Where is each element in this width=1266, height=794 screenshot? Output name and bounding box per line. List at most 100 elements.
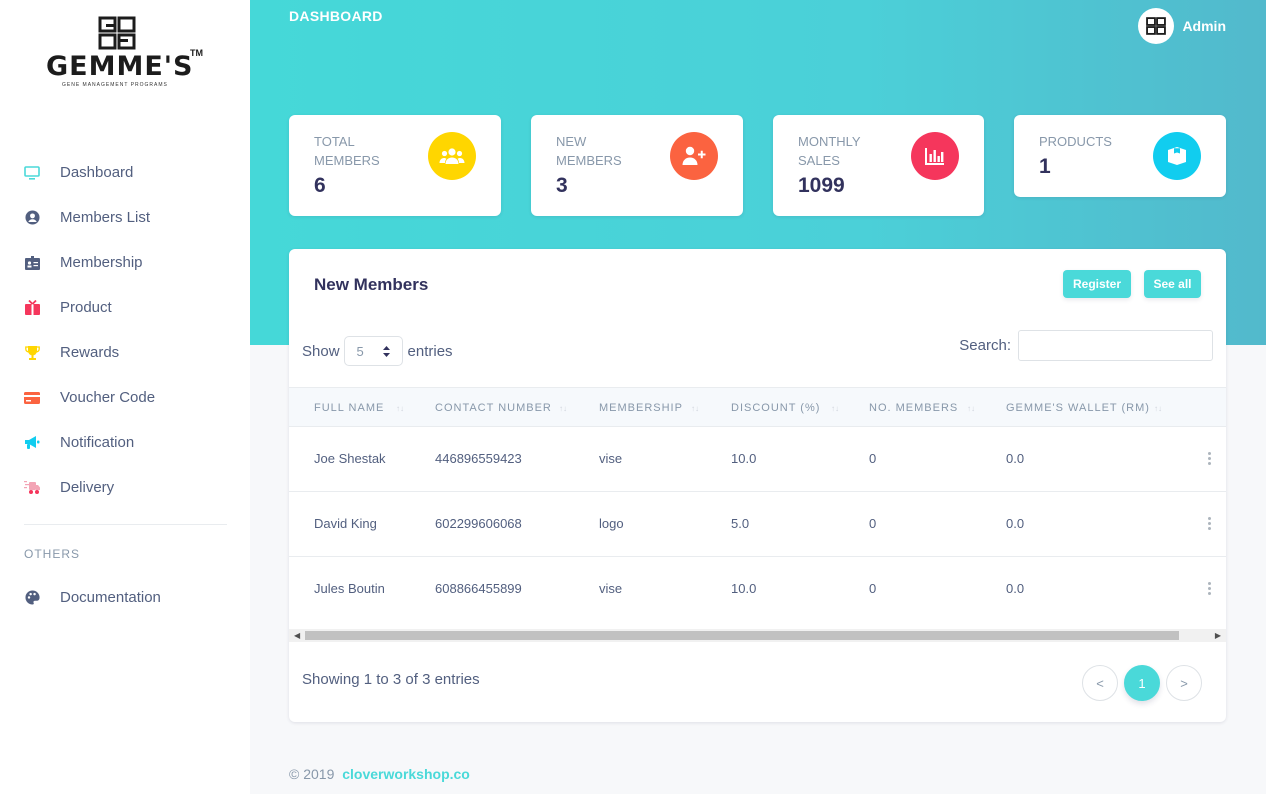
sidebar-section-heading: OTHERS [24, 547, 81, 561]
scrollbar-thumb[interactable] [305, 631, 1179, 640]
cell-membership: vise [599, 581, 623, 596]
credit-card-icon [24, 390, 40, 406]
row-actions-icon[interactable] [1208, 452, 1212, 466]
sidebar-item-label: Dashboard [60, 164, 134, 181]
table-header: FULL NAME ↑↓ CONTACT NUMBER ↑↓ MEMBERSHI… [289, 387, 1226, 427]
avatar [1138, 8, 1175, 44]
entries-select-value: 5 [356, 343, 364, 359]
column-header-discount[interactable]: DISCOUNT (%) [731, 402, 821, 414]
new-members-panel: New Members Register See all Show 5 entr… [289, 249, 1226, 722]
megaphone-icon [24, 435, 40, 451]
user-menu[interactable]: Admin [1138, 8, 1226, 44]
search-input[interactable] [1018, 330, 1213, 361]
panel-title: New Members [314, 275, 429, 294]
sort-icon: ↑↓ [396, 404, 404, 413]
stat-card-monthly-sales: MONTHLY SALES 1099 [773, 115, 984, 216]
search-label: Search: [959, 337, 1011, 354]
footer-link[interactable]: cloverworkshop.co [342, 766, 470, 782]
sidebar-item-membership[interactable]: Membership [0, 240, 250, 285]
sidebar-item-voucher-code[interactable]: Voucher Code [0, 375, 250, 420]
logo-mark-icon [1146, 17, 1167, 35]
column-header-full-name[interactable]: FULL NAME [314, 402, 385, 414]
sort-icon: ↑↓ [559, 404, 567, 413]
entries-select[interactable]: 5 [343, 336, 403, 366]
sidebar-item-label: Delivery [60, 479, 115, 496]
page-title: DASHBOARD [289, 8, 383, 24]
column-header-membership[interactable]: MEMBERSHIP [599, 402, 683, 414]
sidebar-item-label: Members List [60, 209, 151, 226]
stat-label: TOTAL MEMBERS [314, 134, 380, 168]
cell-no-members: 0 [869, 516, 877, 531]
cell-no-members: 0 [869, 581, 877, 596]
sort-icon: ↑↓ [691, 404, 699, 413]
table-row: Joe Shestak 446896559423 vise 10.0 0 0.0 [289, 427, 1226, 492]
entries-label: entries [407, 342, 453, 360]
sidebar-item-label: Product [60, 299, 112, 316]
stat-label: MONTHLY SALES [798, 134, 861, 168]
column-header-wallet[interactable]: GEMME'S WALLET (RM) [1006, 402, 1150, 414]
see-all-button[interactable]: See all [1144, 270, 1201, 298]
copyright-text: © 2019 [289, 766, 335, 782]
cell-no-members: 0 [869, 451, 877, 466]
sidebar-item-notification[interactable]: Notification [0, 420, 250, 465]
box-icon [1153, 132, 1201, 180]
sidebar-item-rewards[interactable]: Rewards [0, 330, 250, 375]
table-search: Search: [959, 330, 1213, 361]
column-header-contact-number[interactable]: CONTACT NUMBER [435, 402, 552, 414]
cell-contact-number: 602299606068 [435, 516, 522, 531]
sidebar-item-label: Rewards [60, 344, 120, 361]
pagination-next-button[interactable]: > [1166, 665, 1202, 701]
cell-wallet: 0.0 [1006, 516, 1025, 531]
sidebar-item-delivery[interactable]: Delivery [0, 465, 250, 510]
footer: © 2019 cloverworkshop.co [289, 766, 470, 782]
pagination-prev-button[interactable]: < [1082, 665, 1118, 701]
monitor-icon [24, 165, 40, 181]
cell-wallet: 0.0 [1006, 451, 1025, 466]
brand-name: GEMME'S [46, 51, 194, 82]
sidebar-item-label: Notification [60, 434, 135, 451]
sidebar-item-label: Membership [60, 254, 143, 271]
user-circle-icon [24, 210, 40, 226]
pagination-page-button[interactable]: 1 [1124, 665, 1160, 701]
brand-trademark: TM [190, 48, 203, 58]
stat-card-new-members: NEW MEMBERS 3 [531, 115, 743, 216]
stat-card-total-members: TOTAL MEMBERS 6 [289, 115, 501, 216]
sort-icon: ↑↓ [967, 404, 975, 413]
cell-contact-number: 446896559423 [435, 451, 522, 466]
row-actions-icon[interactable] [1208, 582, 1212, 596]
sidebar-item-documentation[interactable]: Documentation [0, 575, 250, 620]
sort-icon: ↑↓ [831, 404, 839, 413]
register-button[interactable]: Register [1063, 270, 1131, 298]
sidebar-item-label: Documentation [60, 589, 161, 606]
stat-card-products: PRODUCTS 1 [1014, 115, 1226, 197]
row-actions-icon[interactable] [1208, 517, 1212, 531]
stat-value: 6 [314, 174, 326, 197]
sidebar-item-members-list[interactable]: Members List [0, 195, 250, 240]
id-card-icon [24, 255, 40, 271]
cell-discount: 10.0 [731, 451, 757, 466]
horizontal-scrollbar[interactable]: ◀ ▶ [289, 629, 1226, 642]
sidebar-divider [24, 524, 227, 525]
bar-chart-icon [911, 132, 959, 180]
scroll-left-icon[interactable]: ◀ [294, 631, 301, 640]
sidebar-item-dashboard[interactable]: Dashboard [0, 150, 250, 195]
cell-membership: logo [599, 516, 624, 531]
stat-value: 1 [1039, 155, 1051, 178]
cell-full-name: David King [314, 516, 377, 531]
brand-logo[interactable]: GEMME'S TM GENE MANAGEMENT PROGRAMS [46, 16, 206, 90]
table-row: Jules Boutin 608866455899 vise 10.0 0 0.… [289, 557, 1226, 622]
cell-membership: vise [599, 451, 623, 466]
user-name: Admin [1182, 18, 1226, 34]
cell-full-name: Jules Boutin [314, 581, 385, 596]
scroll-right-icon[interactable]: ▶ [1214, 631, 1221, 640]
cell-discount: 5.0 [731, 516, 750, 531]
sidebar-item-product[interactable]: Product [0, 285, 250, 330]
trophy-icon [24, 345, 40, 361]
stat-value: 3 [556, 174, 568, 197]
stat-label: NEW MEMBERS [556, 134, 622, 168]
column-header-no-members[interactable]: NO. MEMBERS [869, 402, 959, 414]
cell-full-name: Joe Shestak [314, 451, 386, 466]
entries-length-control: Show 5 entries [302, 336, 453, 366]
cell-contact-number: 608866455899 [435, 581, 522, 596]
table-info: Showing 1 to 3 of 3 entries [302, 671, 480, 688]
